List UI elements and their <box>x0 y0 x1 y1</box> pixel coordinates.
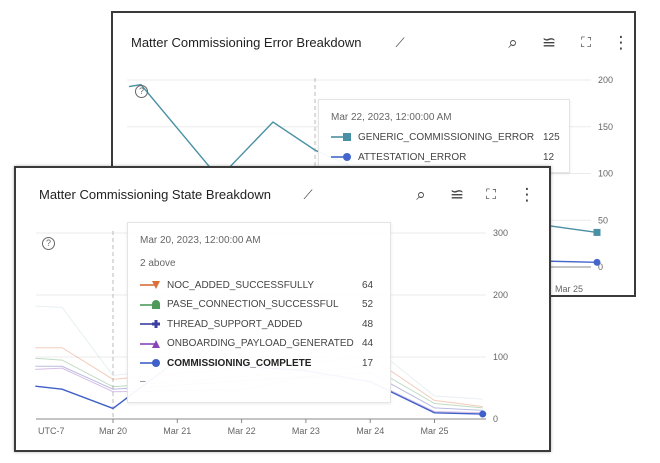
circle-marker-icon <box>331 153 351 161</box>
y-tick-label: 0 <box>598 262 603 272</box>
series-label: PASE_CONNECTION_SUCCESSFUL <box>167 299 339 310</box>
tooltip-more: – <box>140 376 146 387</box>
tooltip: Mar 20, 2023, 12:00:00 AM 2 above NOC_AD… <box>127 222 391 403</box>
circle-marker-icon <box>140 359 160 367</box>
help-icon[interactable]: ? <box>135 85 148 98</box>
legend-icon[interactable]: ≌ <box>449 185 465 205</box>
fullscreen-icon[interactable]: ⛶ <box>581 35 591 51</box>
series-label: GENERIC_COMMISSIONING_ERROR <box>358 131 535 143</box>
series-value: 52 <box>362 299 374 310</box>
tooltip-row: NOC_ADDED_SUCCESSFULLY 64 <box>140 278 373 292</box>
series-value: 48 <box>362 318 374 330</box>
plus-marker <box>152 320 160 328</box>
tooltip-row: THREAD_SUPPORT_ADDED 48 <box>140 317 373 331</box>
circle-marker <box>152 359 160 367</box>
help-icon[interactable]: ? <box>42 237 55 250</box>
series-end-marker <box>479 410 487 418</box>
tooltip-row: COMMISSIONING_COMPLETE 17 <box>140 356 373 370</box>
series-end-marker <box>593 258 601 266</box>
triangle-marker-icon <box>140 339 160 348</box>
fullscreen-icon[interactable]: ⛶ <box>486 187 496 203</box>
triangle-down-marker <box>152 281 160 289</box>
tooltip-date: Mar 20, 2023, 12:00:00 AM <box>140 235 261 246</box>
series-value: 17 <box>362 357 374 369</box>
pentagon-marker <box>152 299 160 309</box>
y-tick-label: 300 <box>493 228 508 238</box>
x-tick-label: Mar 24 <box>356 426 384 436</box>
square-marker <box>343 133 351 141</box>
state-breakdown-card: 0 100 200 300 UTC-7 Mar 20 Mar 21 Mar 22 Mar 23 M… <box>14 166 551 452</box>
square-marker-icon <box>331 133 351 141</box>
series-value: 44 <box>362 338 374 349</box>
x-tick-label: Mar 25 <box>555 284 583 294</box>
series-label: COMMISSIONING_COMPLETE <box>167 357 312 369</box>
card-title: Matter Commissioning Error Breakdown <box>131 35 362 50</box>
y-tick-label: 100 <box>493 352 508 362</box>
series-value: 125 <box>543 131 560 143</box>
tooltip-row: PASE_CONNECTION_SUCCESSFUL 52 <box>140 298 373 312</box>
tooltip-date: Mar 22, 2023, 12:00:00 AM <box>331 112 452 123</box>
pentagon-marker-icon <box>140 299 160 309</box>
series-value: 64 <box>362 279 374 291</box>
y-tick-label: 0 <box>493 414 498 424</box>
y-tick-label: 200 <box>598 75 613 85</box>
tooltip-row: GENERIC_COMMISSIONING_ERROR 125 <box>331 130 560 144</box>
series-label: ONBOARDING_PAYLOAD_GENERATED <box>167 338 354 349</box>
series-label: ATTESTATION_ERROR <box>358 151 467 163</box>
x-tick-label: Mar 20 <box>99 426 127 436</box>
y-tick-label: 200 <box>493 290 508 300</box>
triangle-down-marker-icon <box>140 281 160 289</box>
card-title: Matter Commissioning State Breakdown <box>39 187 271 202</box>
x-tick-label: Mar 21 <box>163 426 191 436</box>
x-tick-label: UTC-7 <box>38 426 65 436</box>
y-tick-label: 150 <box>598 122 613 132</box>
more-vert-icon[interactable]: ⋮ <box>518 185 536 205</box>
plus-marker-icon <box>140 320 160 328</box>
y-tick-label: 50 <box>598 215 608 225</box>
tooltip: Mar 22, 2023, 12:00:00 AM GENERIC_COMMIS… <box>318 99 570 173</box>
x-tick-label: Mar 23 <box>292 426 320 436</box>
circle-marker <box>343 153 351 161</box>
series-label: THREAD_SUPPORT_ADDED <box>167 318 303 330</box>
series-label: NOC_ADDED_SUCCESSFULLY <box>167 279 315 291</box>
tooltip-row: ONBOARDING_PAYLOAD_GENERATED 44 <box>140 337 373 351</box>
tooltip-row: ATTESTATION_ERROR 12 <box>331 150 554 164</box>
series-value: 12 <box>543 151 555 163</box>
y-tick-label: 100 <box>598 169 613 179</box>
chart-explore-icon[interactable]: ⟋ <box>395 36 405 51</box>
chart-explore-icon[interactable]: ⟋ <box>303 188 313 203</box>
legend-icon[interactable]: ≌ <box>541 33 557 53</box>
more-vert-icon[interactable]: ⋮ <box>612 33 630 53</box>
x-tick-label: Mar 25 <box>420 426 448 436</box>
triangle-marker <box>152 339 160 348</box>
x-tick-label: Mar 22 <box>228 426 256 436</box>
reset-zoom-icon[interactable]: ⌕ <box>508 33 518 53</box>
reset-zoom-icon[interactable]: ⌕ <box>416 185 426 205</box>
series-end-marker <box>593 228 601 236</box>
tooltip-above-count: 2 above <box>140 258 176 269</box>
